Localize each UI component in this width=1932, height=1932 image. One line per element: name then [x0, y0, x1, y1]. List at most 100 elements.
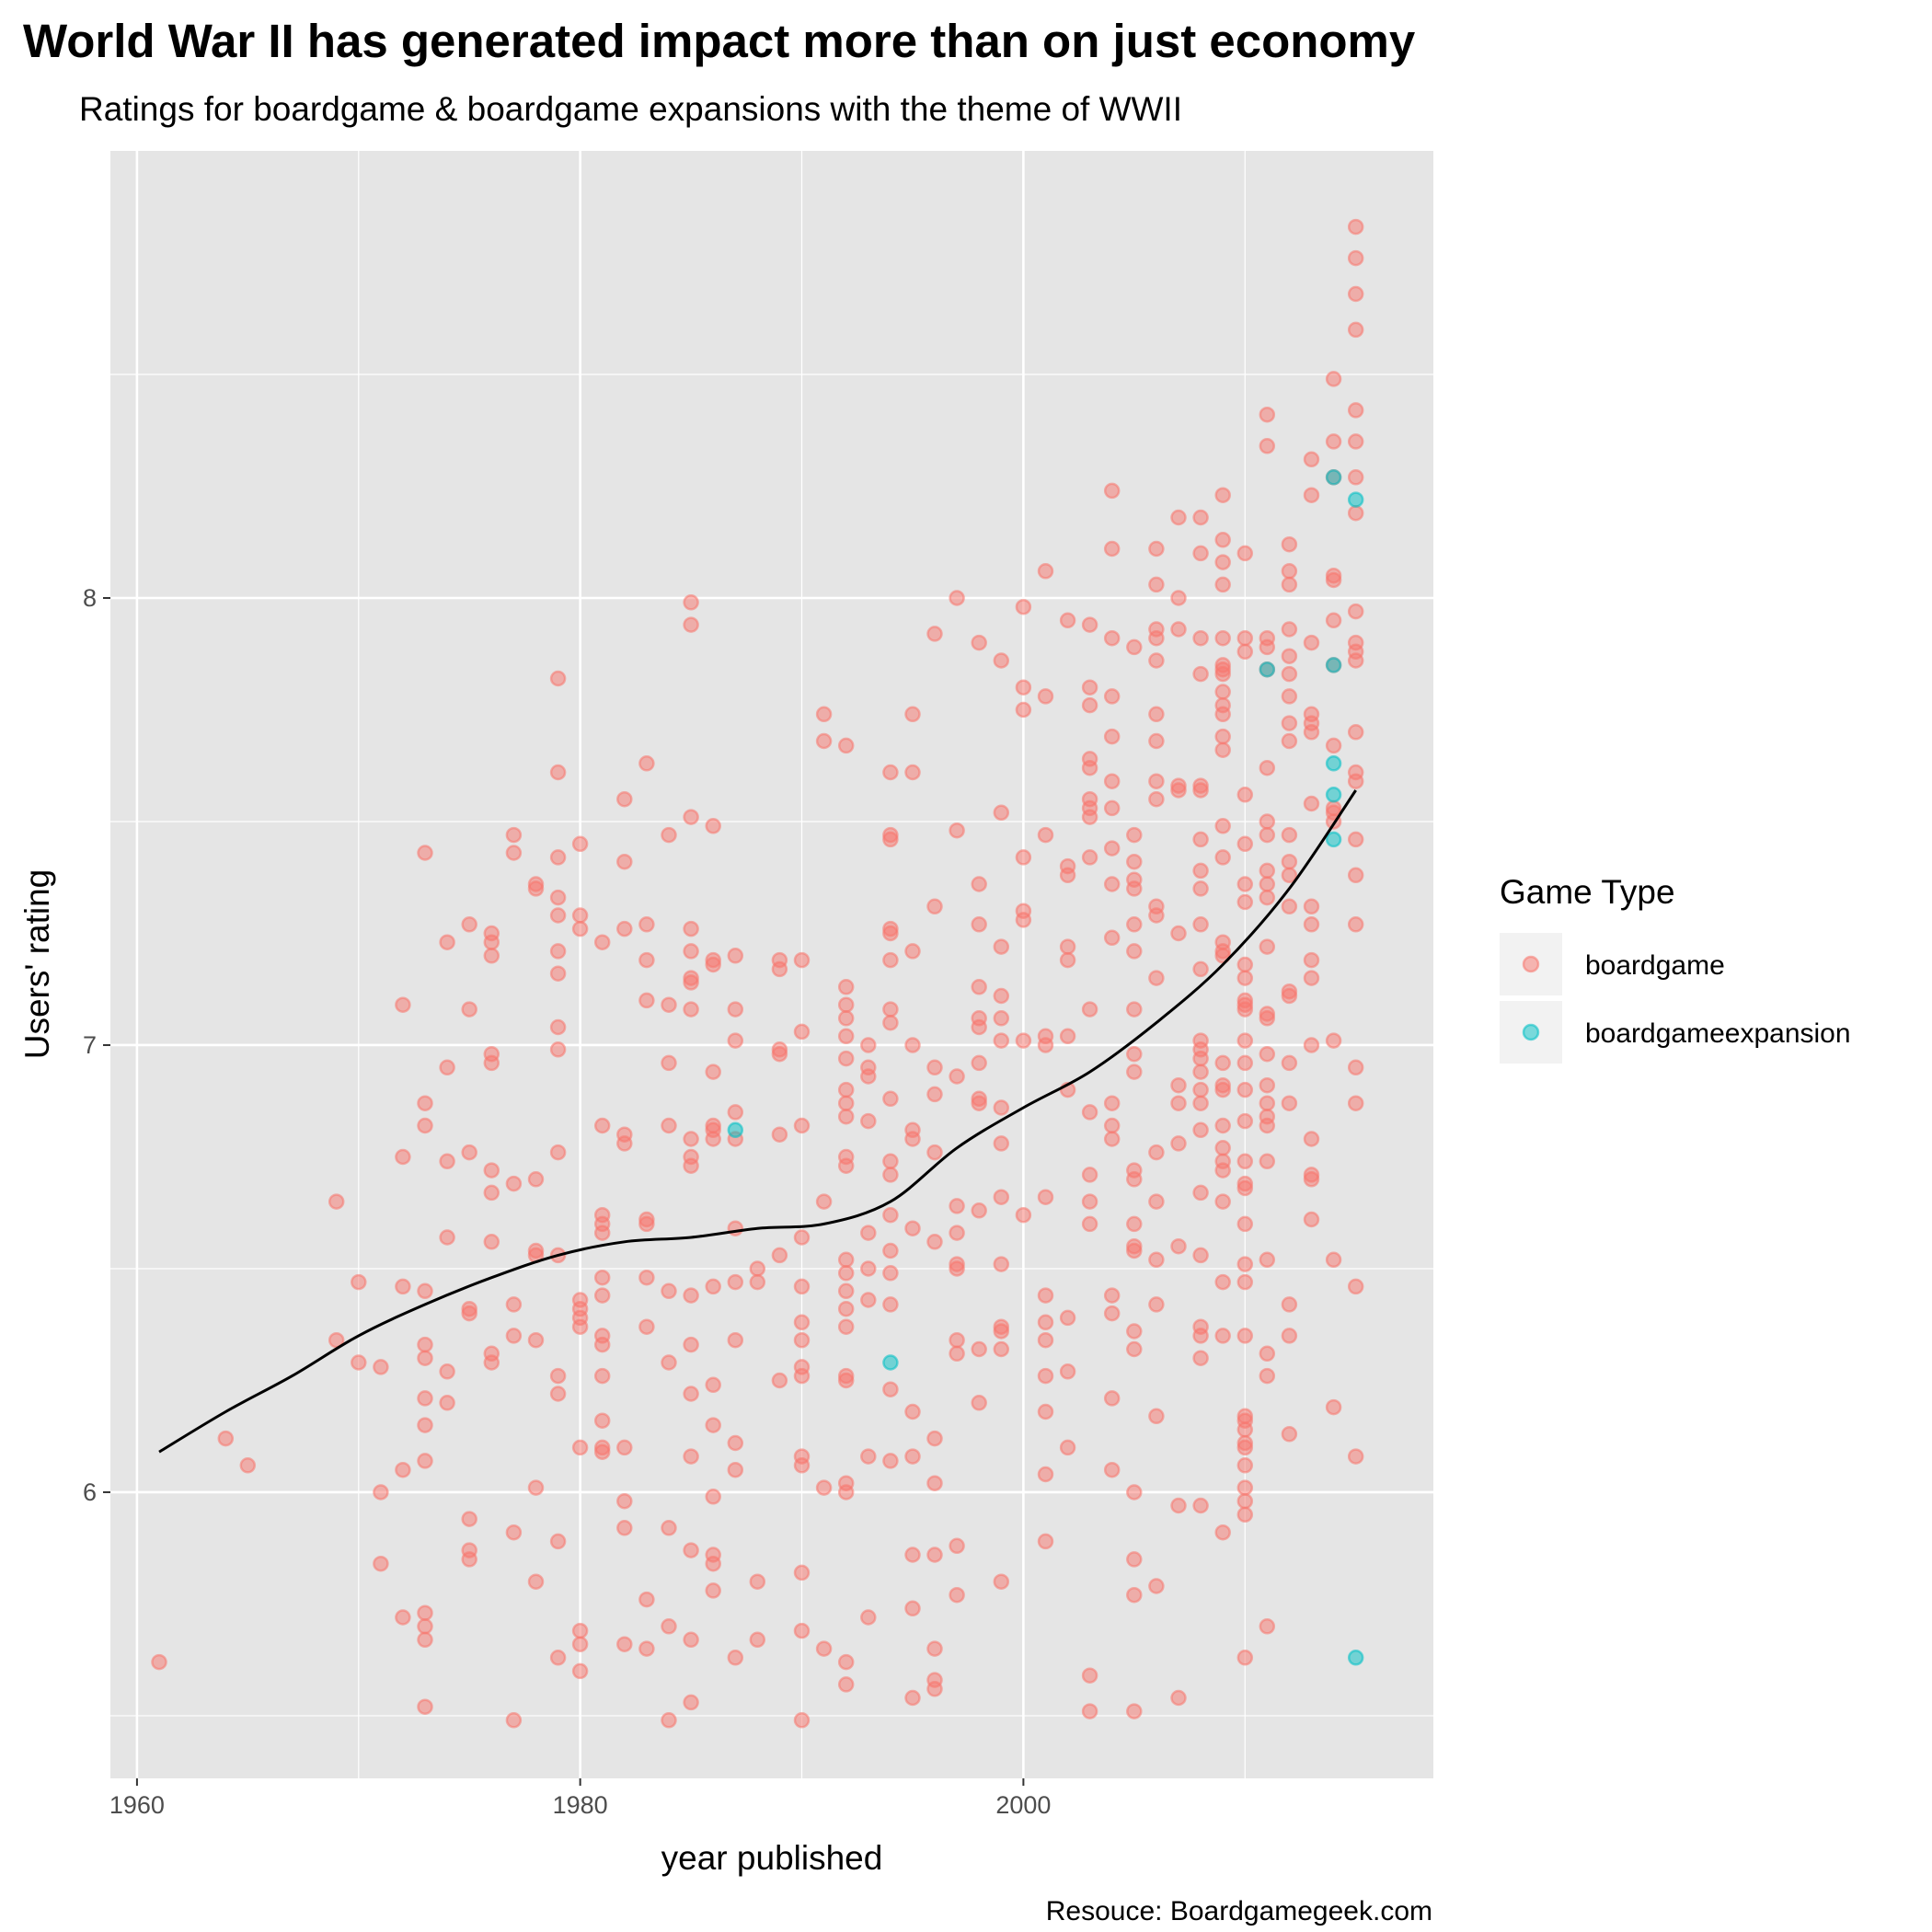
- data-point: [793, 1331, 811, 1349]
- data-point: [638, 1640, 655, 1657]
- data-point: [993, 1099, 1010, 1116]
- data-point: [1281, 826, 1298, 844]
- data-point: [1214, 532, 1231, 548]
- data-point: [1081, 616, 1098, 633]
- data-point: [1081, 696, 1098, 714]
- data-point: [837, 1157, 855, 1174]
- data-point: [1236, 545, 1254, 562]
- data-point: [904, 1448, 921, 1465]
- x-axis-title: year published: [661, 1839, 883, 1877]
- data-point: [395, 1148, 411, 1166]
- data-point: [439, 1395, 455, 1411]
- series-boardgame: [151, 218, 1364, 1729]
- legend-dot-boardgame: [1522, 955, 1540, 973]
- data-point: [882, 1296, 899, 1313]
- data-point: [1236, 1179, 1254, 1197]
- data-point: [1103, 1390, 1121, 1407]
- data-point: [1347, 867, 1364, 884]
- data-point: [549, 764, 567, 781]
- data-point: [1347, 1278, 1364, 1295]
- data-point: [882, 1090, 899, 1108]
- data-point: [1236, 1439, 1254, 1456]
- data-point: [926, 898, 943, 915]
- data-point: [616, 1135, 633, 1152]
- data-point: [1059, 951, 1076, 969]
- data-point: [882, 1265, 899, 1282]
- data-point: [904, 1220, 921, 1236]
- data-point: [1126, 638, 1143, 656]
- data-point: [1325, 755, 1342, 772]
- data-point: [1192, 1497, 1209, 1514]
- data-point: [1214, 1140, 1231, 1156]
- data-point: [860, 1609, 877, 1626]
- data-point: [505, 1175, 523, 1192]
- data-point: [1236, 1273, 1254, 1291]
- data-point: [1126, 1171, 1143, 1188]
- data-point: [1059, 612, 1076, 629]
- data-point: [1192, 1064, 1209, 1080]
- data-point: [1214, 1273, 1231, 1291]
- data-point: [793, 1457, 811, 1474]
- data-point: [1281, 535, 1298, 553]
- data-point: [1281, 987, 1298, 1005]
- data-point: [1259, 938, 1276, 955]
- data-point: [1236, 1081, 1254, 1098]
- data-point: [837, 1028, 855, 1045]
- data-point: [571, 1622, 589, 1639]
- data-point: [949, 1537, 965, 1555]
- data-point: [549, 965, 567, 982]
- data-point: [1103, 1117, 1121, 1134]
- data-point: [1192, 1350, 1209, 1366]
- data-point: [1148, 576, 1165, 593]
- data-point: [1170, 621, 1187, 638]
- data-point: [1081, 1703, 1098, 1719]
- data-point: [461, 1001, 477, 1018]
- data-point: [1303, 487, 1320, 503]
- data-point: [616, 1636, 633, 1652]
- data-point: [1214, 576, 1231, 593]
- data-point: [1037, 1189, 1054, 1205]
- data-point: [882, 1167, 899, 1183]
- data-point: [860, 1112, 877, 1130]
- data-point: [1236, 956, 1254, 973]
- data-point: [1303, 898, 1320, 915]
- data-point: [483, 934, 500, 950]
- data-point: [505, 1296, 523, 1313]
- data-point: [1192, 1184, 1209, 1202]
- data-point: [571, 920, 589, 937]
- data-point: [1281, 665, 1298, 683]
- data-point: [904, 1037, 921, 1053]
- data-point: [860, 1037, 877, 1053]
- data-point: [1015, 912, 1032, 928]
- data-point: [815, 1479, 833, 1496]
- data-point: [683, 1157, 699, 1174]
- data-point: [727, 948, 744, 964]
- data-point: [705, 1582, 721, 1599]
- data-point: [616, 1520, 633, 1536]
- data-point: [1214, 1328, 1231, 1344]
- legend-label-boardgame: boardgame: [1585, 950, 1725, 981]
- data-point: [727, 1650, 744, 1666]
- data-point: [661, 1618, 677, 1635]
- data-point: [661, 1520, 677, 1536]
- data-point: [1126, 1340, 1143, 1358]
- data-point: [1214, 742, 1231, 758]
- data-point: [815, 732, 833, 750]
- data-point: [483, 1162, 500, 1179]
- data-point: [1347, 724, 1364, 741]
- data-point: [904, 764, 921, 781]
- data-point: [638, 951, 655, 969]
- data-point: [1103, 728, 1121, 745]
- data-point: [461, 1305, 477, 1322]
- data-point: [1103, 688, 1121, 705]
- data-point: [1259, 1251, 1276, 1269]
- data-point: [793, 1023, 811, 1041]
- data-point: [1148, 706, 1165, 723]
- data-point: [351, 1354, 367, 1371]
- data-point: [1192, 1095, 1209, 1111]
- data-point: [971, 1202, 987, 1219]
- data-point: [1126, 1703, 1143, 1719]
- data-point: [971, 1395, 987, 1411]
- data-point: [749, 1631, 766, 1649]
